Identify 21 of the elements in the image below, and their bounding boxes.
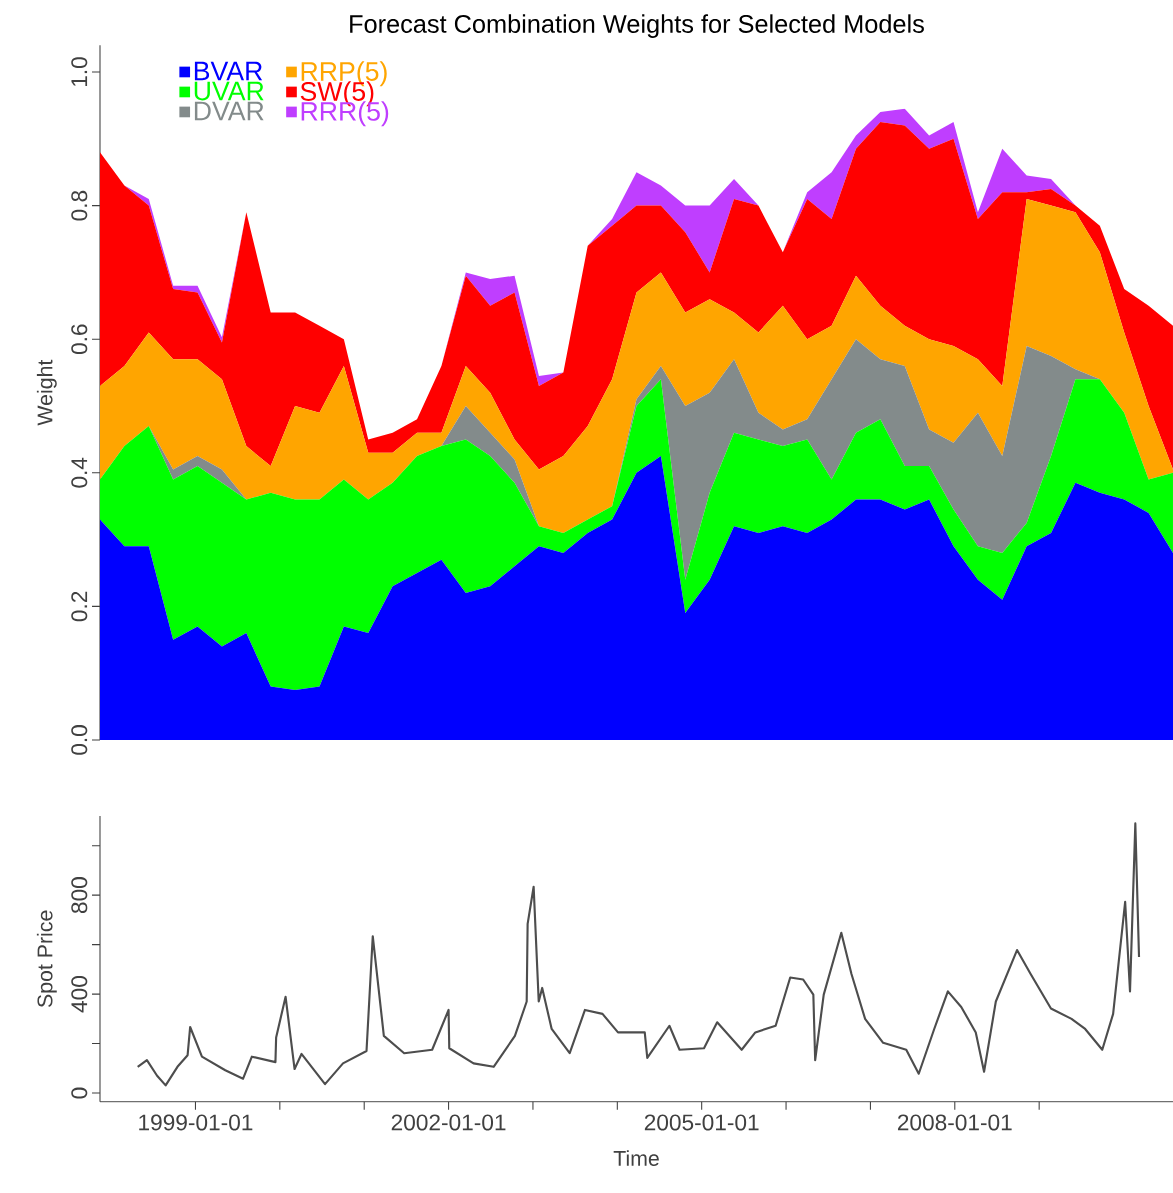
y-tick-label: 0.4: [71, 457, 88, 488]
x-tick-label: 2002-01-01: [391, 1114, 506, 1131]
y-tick-label: 1.0: [71, 57, 88, 87]
legend-label: BVAR: [194, 61, 263, 81]
y-tick-label: 0.8: [71, 190, 88, 221]
legend-label: UVAR: [194, 81, 264, 101]
y-axis-title: Spot Price: [36, 910, 57, 1008]
y-tick-label: 0.6: [71, 324, 88, 355]
y-tick-label: 0: [71, 1087, 88, 1099]
chart-title: Forecast Combination Weights for Selected Models: [350, 14, 924, 38]
y-tick-label: 400: [71, 976, 88, 1013]
x-tick-label: 2008-01-01: [897, 1114, 1012, 1131]
y-axis-title: Weight: [36, 359, 57, 426]
line-series: [136, 822, 1141, 1087]
y-tick-label: 0.0: [71, 725, 88, 755]
x-tick-label: 2005-01-01: [644, 1114, 759, 1131]
y-tick-label: 800: [71, 877, 88, 914]
x-axis-title: Time: [613, 1150, 659, 1166]
legend-label: DVAR: [194, 101, 264, 121]
y-tick-label: 0.2: [71, 591, 88, 622]
x-tick-label: 1999-01-01: [139, 1114, 253, 1131]
